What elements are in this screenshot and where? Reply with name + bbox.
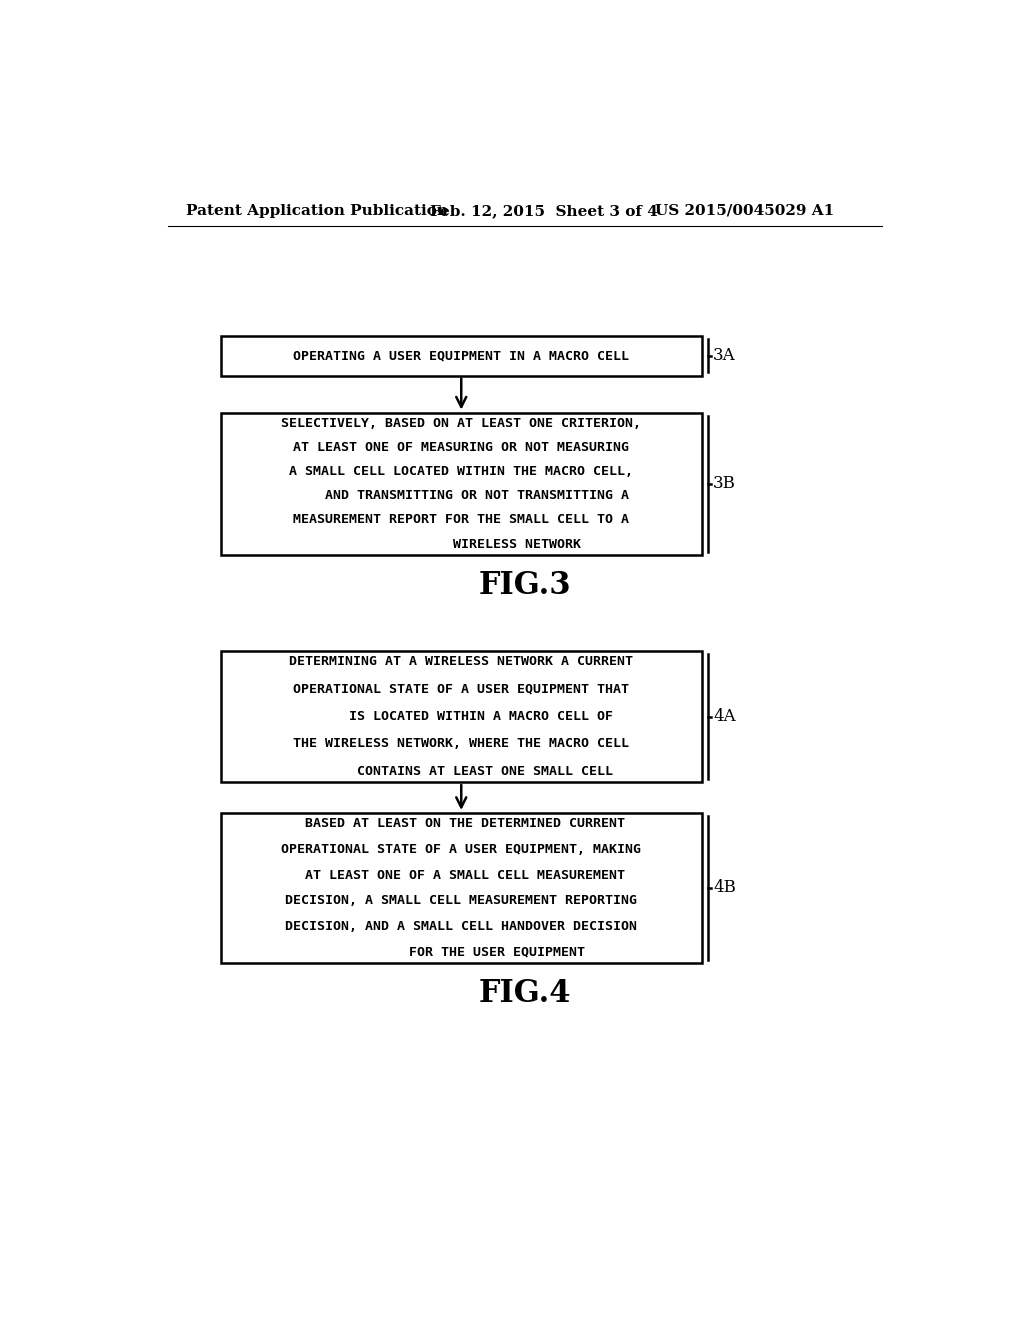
Bar <box>221 412 701 554</box>
Bar <box>221 335 701 375</box>
Text: 3B: 3B <box>713 475 736 492</box>
Text: WIRELESS NETWORK: WIRELESS NETWORK <box>341 537 582 550</box>
Text: FOR THE USER EQUIPMENT: FOR THE USER EQUIPMENT <box>337 945 586 958</box>
Text: CONTAINS AT LEAST ONE SMALL CELL: CONTAINS AT LEAST ONE SMALL CELL <box>309 764 613 777</box>
Text: A SMALL CELL LOCATED WITHIN THE MACRO CELL,: A SMALL CELL LOCATED WITHIN THE MACRO CE… <box>289 465 633 478</box>
Text: BASED AT LEAST ON THE DETERMINED CURRENT: BASED AT LEAST ON THE DETERMINED CURRENT <box>297 817 626 830</box>
Text: DETERMINING AT A WIRELESS NETWORK A CURRENT: DETERMINING AT A WIRELESS NETWORK A CURR… <box>289 656 633 668</box>
Text: MEASUREMENT REPORT FOR THE SMALL CELL TO A: MEASUREMENT REPORT FOR THE SMALL CELL TO… <box>293 513 630 527</box>
Bar <box>221 651 701 781</box>
Text: SELECTIVELY, BASED ON AT LEAST ONE CRITERION,: SELECTIVELY, BASED ON AT LEAST ONE CRITE… <box>282 417 641 430</box>
Text: 4A: 4A <box>713 708 736 725</box>
Text: DECISION, A SMALL CELL MEASUREMENT REPORTING: DECISION, A SMALL CELL MEASUREMENT REPOR… <box>286 895 637 907</box>
Text: AT LEAST ONE OF MEASURING OR NOT MEASURING: AT LEAST ONE OF MEASURING OR NOT MEASURI… <box>293 441 630 454</box>
Text: 3A: 3A <box>713 347 736 364</box>
Text: AT LEAST ONE OF A SMALL CELL MEASUREMENT: AT LEAST ONE OF A SMALL CELL MEASUREMENT <box>297 869 626 882</box>
Text: Patent Application Publication: Patent Application Publication <box>186 203 449 218</box>
Bar <box>221 813 701 964</box>
Text: 4B: 4B <box>713 879 736 896</box>
Text: THE WIRELESS NETWORK, WHERE THE MACRO CELL: THE WIRELESS NETWORK, WHERE THE MACRO CE… <box>293 738 630 751</box>
Text: FIG.4: FIG.4 <box>478 978 571 1010</box>
Text: OPERATIONAL STATE OF A USER EQUIPMENT THAT: OPERATIONAL STATE OF A USER EQUIPMENT TH… <box>293 682 630 696</box>
Text: US 2015/0045029 A1: US 2015/0045029 A1 <box>655 203 835 218</box>
Text: OPERATING A USER EQUIPMENT IN A MACRO CELL: OPERATING A USER EQUIPMENT IN A MACRO CE… <box>293 348 630 362</box>
Text: IS LOCATED WITHIN A MACRO CELL OF: IS LOCATED WITHIN A MACRO CELL OF <box>309 710 613 723</box>
Text: AND TRANSMITTING OR NOT TRANSMITTING A: AND TRANSMITTING OR NOT TRANSMITTING A <box>293 490 630 503</box>
Text: FIG.3: FIG.3 <box>478 570 571 601</box>
Text: OPERATIONAL STATE OF A USER EQUIPMENT, MAKING: OPERATIONAL STATE OF A USER EQUIPMENT, M… <box>282 843 641 855</box>
Text: DECISION, AND A SMALL CELL HANDOVER DECISION: DECISION, AND A SMALL CELL HANDOVER DECI… <box>286 920 637 933</box>
Text: Feb. 12, 2015  Sheet 3 of 4: Feb. 12, 2015 Sheet 3 of 4 <box>430 203 658 218</box>
